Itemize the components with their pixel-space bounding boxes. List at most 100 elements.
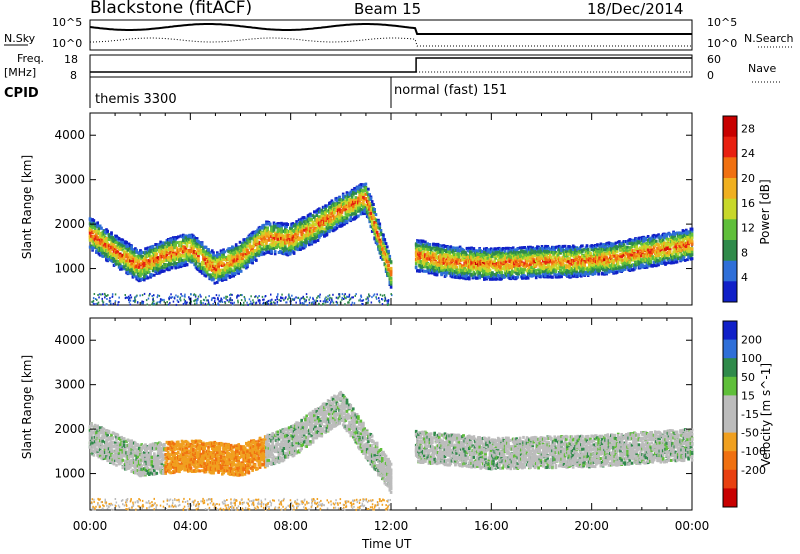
data-cell (534, 270, 538, 274)
data-cell (256, 240, 259, 244)
data-cell (292, 251, 296, 255)
data-cell (319, 223, 322, 227)
data-cell (268, 244, 272, 248)
data-cell (184, 246, 188, 250)
data-cell (354, 191, 358, 195)
data-cell (455, 268, 458, 272)
data-cell (158, 242, 161, 246)
data-cell (103, 242, 107, 246)
data-cell (375, 242, 379, 246)
data-cell (258, 234, 262, 238)
data-cell (335, 220, 339, 224)
data-cell (532, 254, 536, 258)
data-cell (234, 249, 238, 253)
data-cell (357, 214, 360, 218)
data-cell (329, 226, 332, 229)
data-cell (253, 255, 257, 259)
freq-label-line2: [MHz] (4, 66, 37, 79)
data-cell (105, 252, 108, 256)
data-cell (316, 239, 320, 242)
data-cell (541, 270, 545, 274)
data-cell (290, 249, 293, 253)
data-cell (163, 265, 166, 269)
cpid-label: CPID (4, 86, 39, 101)
data-cell (100, 238, 103, 241)
data-cell (227, 269, 230, 273)
data-cell (417, 259, 420, 263)
data-cell (434, 248, 438, 252)
data-cell (106, 229, 109, 233)
data-cell (326, 214, 330, 218)
data-cell (296, 226, 300, 230)
data-cell (132, 253, 136, 257)
data-cell (338, 196, 341, 200)
data-cell (384, 247, 388, 251)
data-cell (362, 203, 365, 206)
data-cell (493, 260, 496, 263)
data-cell (525, 264, 529, 268)
data-cell (185, 263, 189, 267)
data-cell (183, 258, 186, 262)
data-cell (360, 188, 364, 192)
data-cell (360, 207, 364, 211)
data-cell (237, 271, 240, 275)
data-cell (93, 227, 97, 230)
data-cell (140, 272, 143, 276)
data-cell (222, 276, 225, 280)
data-cell (97, 247, 101, 251)
data-cell (488, 277, 492, 281)
data-cell (463, 272, 466, 276)
data-cell (540, 245, 544, 248)
data-cell (321, 230, 325, 234)
data-cell (294, 232, 297, 236)
data-cell (339, 222, 342, 225)
data-cell (290, 226, 293, 230)
data-cell (119, 263, 122, 267)
data-cell (95, 233, 98, 237)
data-cell (523, 268, 526, 272)
data-cell (378, 245, 382, 249)
data-cell (155, 252, 159, 256)
data-cell (179, 247, 183, 251)
data-cell (95, 249, 98, 253)
data-cell (130, 268, 133, 272)
data-cell (324, 213, 327, 217)
data-cell (261, 234, 264, 238)
data-cell (95, 235, 98, 239)
data-cell (519, 249, 523, 253)
data-cell (302, 233, 306, 237)
data-cell (168, 243, 171, 247)
data-cell (121, 238, 125, 242)
data-cell (427, 263, 431, 266)
data-cell (198, 251, 201, 255)
data-cell (329, 223, 332, 226)
data-cell (348, 206, 351, 210)
data-cell (212, 251, 215, 255)
data-cell (311, 224, 315, 228)
data-cell (290, 222, 293, 226)
data-cell (449, 245, 453, 249)
data-cell (451, 269, 455, 273)
data-cell (130, 245, 133, 249)
data-cell (216, 280, 219, 284)
data-cell (163, 269, 166, 273)
data-cell (378, 222, 382, 226)
data-cell (440, 263, 443, 267)
data-cell (544, 245, 547, 249)
data-cell (439, 253, 442, 257)
data-cell (518, 246, 522, 250)
data-cell (528, 274, 531, 277)
data-cell (348, 209, 351, 213)
data-cell (470, 246, 473, 250)
data-cell (228, 257, 232, 261)
data-cell (131, 264, 135, 268)
data-cell (241, 262, 244, 266)
data-cell (348, 204, 351, 208)
data-cell (250, 255, 253, 259)
data-cell (109, 251, 112, 255)
data-cell (364, 187, 368, 191)
data-cell (174, 266, 177, 270)
data-cell (529, 256, 532, 259)
data-cell (179, 256, 183, 260)
data-cell (464, 251, 468, 255)
